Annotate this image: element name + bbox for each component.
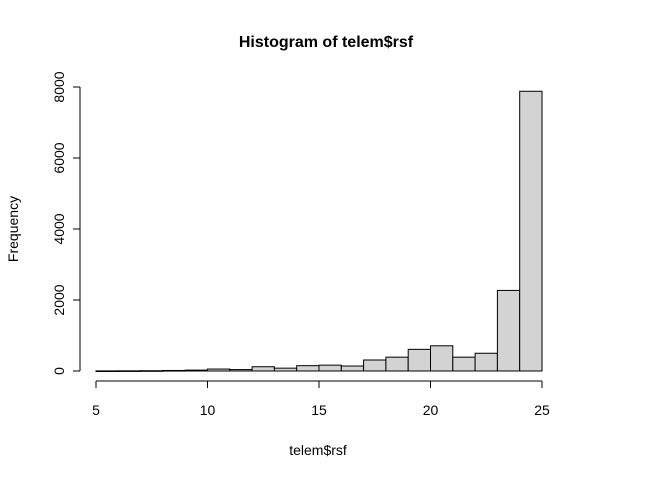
chart-title: Histogram of telem$rsf	[239, 34, 414, 51]
y-tick-label: 0	[51, 367, 67, 375]
y-tick-label: 6000	[51, 142, 67, 173]
histogram-bar-8-9	[162, 369, 186, 372]
histogram-bar-23-24	[496, 289, 521, 372]
histogram-bar-19-20	[407, 348, 432, 372]
y-tick-label: 4000	[51, 213, 67, 244]
x-axis-label: telem$rsf	[289, 442, 347, 458]
histogram-bar-5-6	[95, 370, 119, 372]
bars-group	[95, 90, 543, 372]
histogram-bar-11-12	[229, 369, 253, 372]
y-tick-label: 8000	[51, 71, 67, 102]
histogram-bar-7-8	[140, 370, 164, 372]
histogram-bar-20-21	[430, 345, 454, 372]
x-tick-label: 15	[311, 402, 327, 418]
y-tick-label: 2000	[51, 284, 67, 315]
histogram-bar-21-22	[452, 356, 476, 372]
histogram-bar-18-19	[385, 356, 409, 372]
histogram-bar-6-7	[117, 370, 142, 372]
histogram-bar-24-25	[519, 90, 543, 372]
histogram-bar-10-11	[207, 368, 231, 372]
x-tick-label: 25	[534, 402, 550, 418]
x-tick-label: 10	[200, 402, 216, 418]
histogram-bar-9-10	[184, 369, 208, 372]
histogram-bar-14-15	[296, 365, 320, 372]
x-axis: 5 10 15 20 25	[92, 380, 550, 418]
histogram-bar-22-23	[474, 352, 498, 372]
histogram-bar-15-16	[318, 364, 342, 372]
y-axis: 0 2000 4000 6000 8000	[51, 71, 81, 375]
histogram-bar-17-18	[363, 359, 387, 372]
x-tick-label: 5	[92, 402, 100, 418]
histogram-bar-12-13	[251, 366, 275, 372]
x-tick-label: 20	[423, 402, 439, 418]
histogram-bar-16-17	[340, 365, 365, 372]
histogram-bar-13-14	[273, 367, 298, 372]
y-axis-label: Frequency	[5, 196, 21, 262]
